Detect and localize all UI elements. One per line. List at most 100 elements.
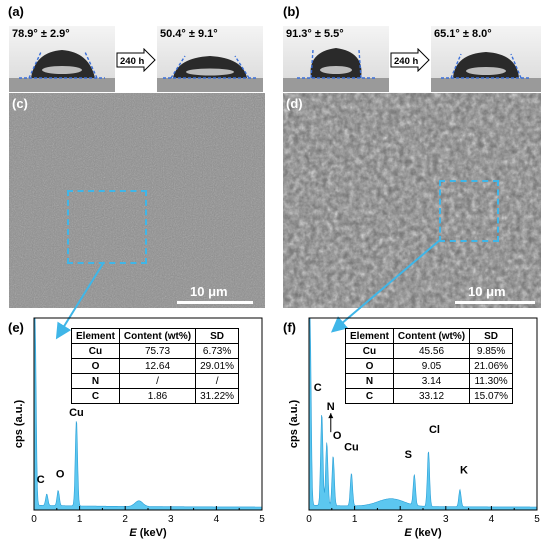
droplet-b-after xyxy=(431,52,541,92)
header-sd: SD xyxy=(469,328,514,344)
panel-label-c: (c) xyxy=(12,96,28,111)
droplet-b-before xyxy=(283,48,389,92)
peak-label-cu: Cu xyxy=(69,407,84,419)
x-tick-label: 0 xyxy=(306,514,312,525)
cell-element: O xyxy=(345,358,394,374)
x-tick-label: 0 xyxy=(31,514,37,525)
x-axis-label: E (keV) xyxy=(404,527,442,539)
peak-label-o: O xyxy=(333,430,342,442)
table-row: O 12.64 29.01% xyxy=(71,358,240,374)
cell-sd: 11.30% xyxy=(469,373,514,389)
x-tick-label: 5 xyxy=(534,514,540,525)
cell-element: Cu xyxy=(71,343,120,359)
panel-label-a: (a) xyxy=(8,4,24,19)
cell-content: 45.56 xyxy=(392,343,471,359)
cell-element: C xyxy=(71,388,120,404)
droplet-photo-a-before xyxy=(9,26,115,92)
cell-content: 12.64 xyxy=(118,358,197,374)
cell-sd: / xyxy=(195,373,240,389)
peak-label-o: O xyxy=(56,468,65,480)
y-axis-label: cps (a.u.) xyxy=(13,400,25,449)
peak-label-k: K xyxy=(460,465,468,477)
spectrum-area xyxy=(308,317,538,511)
cell-element: O xyxy=(71,358,120,374)
arrow-240h-a: 240 h xyxy=(116,47,156,77)
arrow-text-b: 240 h xyxy=(394,56,418,67)
eds-chart-e: 0 1 2 3 4 5E (keV)cps (a.u.)C OCu xyxy=(13,317,265,539)
table-row: N 3.14 11.30% xyxy=(345,373,514,389)
cell-element: C xyxy=(345,388,394,404)
droplet-photo-b-before xyxy=(283,26,389,92)
table-row: Cu 75.73 6.73% xyxy=(71,343,240,359)
eds-table-e-header: Element Content (wt%) SD xyxy=(71,328,240,344)
x-tick-label: 2 xyxy=(122,514,128,525)
droplet-a-before xyxy=(9,50,115,92)
x-axis-label: E (keV) xyxy=(129,527,167,539)
peak-label-c: C xyxy=(314,382,322,394)
eds-table-f-header: Element Content (wt%) SD xyxy=(345,328,514,344)
table-row: O 9.05 21.06% xyxy=(345,358,514,374)
table-row: N / / xyxy=(71,373,240,389)
cell-element: N xyxy=(345,373,394,389)
x-tick-label: 4 xyxy=(489,514,495,525)
x-tick-label: 1 xyxy=(352,514,358,525)
panel-label-b: (b) xyxy=(283,4,300,19)
cell-sd: 9.85% xyxy=(469,343,514,359)
header-element: Element xyxy=(345,328,394,344)
cell-sd: 6.73% xyxy=(195,343,240,359)
panel-label-e: (e) xyxy=(8,320,24,335)
sem-image-d xyxy=(283,93,541,308)
x-tick-label: 3 xyxy=(443,514,449,525)
connector-arrow-f xyxy=(330,239,441,333)
x-tick-label: 1 xyxy=(77,514,83,525)
selection-box-c xyxy=(67,190,147,264)
table-row: C 1.86 31.22% xyxy=(71,388,240,404)
cell-element: Cu xyxy=(345,343,394,359)
panel-label-f: (f) xyxy=(283,320,296,335)
x-tick-label: 5 xyxy=(259,514,265,525)
n-pointer-head xyxy=(328,413,334,419)
cell-sd: 29.01% xyxy=(195,358,240,374)
header-sd: SD xyxy=(195,328,240,344)
cell-element: N xyxy=(71,373,120,389)
spectrum-area xyxy=(33,317,263,511)
peak-label-n: N xyxy=(327,401,335,413)
x-tick-label: 2 xyxy=(397,514,403,525)
scale-bar-c xyxy=(177,301,253,304)
table-row: Cu 45.56 9.85% xyxy=(345,343,514,359)
header-content: Content (wt%) xyxy=(392,328,471,344)
contact-angle-b-before: 91.3° ± 5.5° xyxy=(286,28,344,40)
sem-image-c xyxy=(9,93,265,308)
peak-label-c: C xyxy=(37,474,45,486)
x-tick-label: 3 xyxy=(168,514,174,525)
cell-content: 3.14 xyxy=(392,373,471,389)
table-row: C 33.12 15.07% xyxy=(345,388,514,404)
cell-content: 9.05 xyxy=(392,358,471,374)
selection-box-d xyxy=(439,180,499,242)
cell-content: 33.12 xyxy=(392,388,471,404)
droplet-photo-b-after xyxy=(431,26,541,92)
header-element: Element xyxy=(71,328,120,344)
header-content: Content (wt%) xyxy=(118,328,197,344)
contact-angle-a-before: 78.9° ± 2.9° xyxy=(12,28,70,40)
cell-content: / xyxy=(118,373,197,389)
scale-label-c: 10 μm xyxy=(190,284,228,299)
droplet-photo-a-after xyxy=(157,26,263,92)
peak-label-cu: Cu xyxy=(344,441,359,453)
scale-bar-d xyxy=(455,301,535,304)
sem-texture-c xyxy=(9,93,265,308)
arrow-240h-b: 240 h xyxy=(390,47,430,77)
peak-label-s: S xyxy=(405,449,412,461)
contact-angle-a-after: 50.4° ± 9.1° xyxy=(160,28,218,40)
cell-sd: 31.22% xyxy=(195,388,240,404)
connector-arrow-e xyxy=(55,261,105,340)
arrow-text-a: 240 h xyxy=(120,56,144,67)
cell-content: 75.73 xyxy=(118,343,197,359)
cell-sd: 21.06% xyxy=(469,358,514,374)
contact-angle-b-after: 65.1° ± 8.0° xyxy=(434,28,492,40)
peak-label-cl: Cl xyxy=(429,424,440,436)
